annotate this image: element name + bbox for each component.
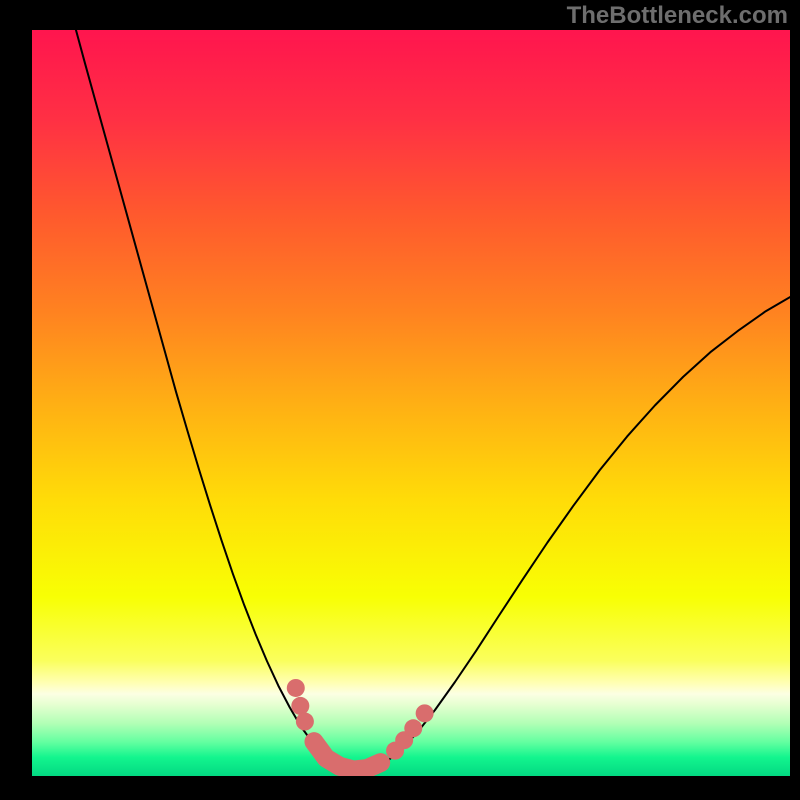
left-marker-0	[287, 679, 305, 697]
left-marker-2	[296, 713, 314, 731]
left-marker-1	[291, 697, 309, 715]
bottleneck-chart	[32, 30, 790, 776]
gradient-background	[32, 30, 790, 776]
right-marker-2	[404, 719, 422, 737]
watermark-label: TheBottleneck.com	[567, 2, 788, 30]
right-marker-3	[416, 704, 434, 722]
